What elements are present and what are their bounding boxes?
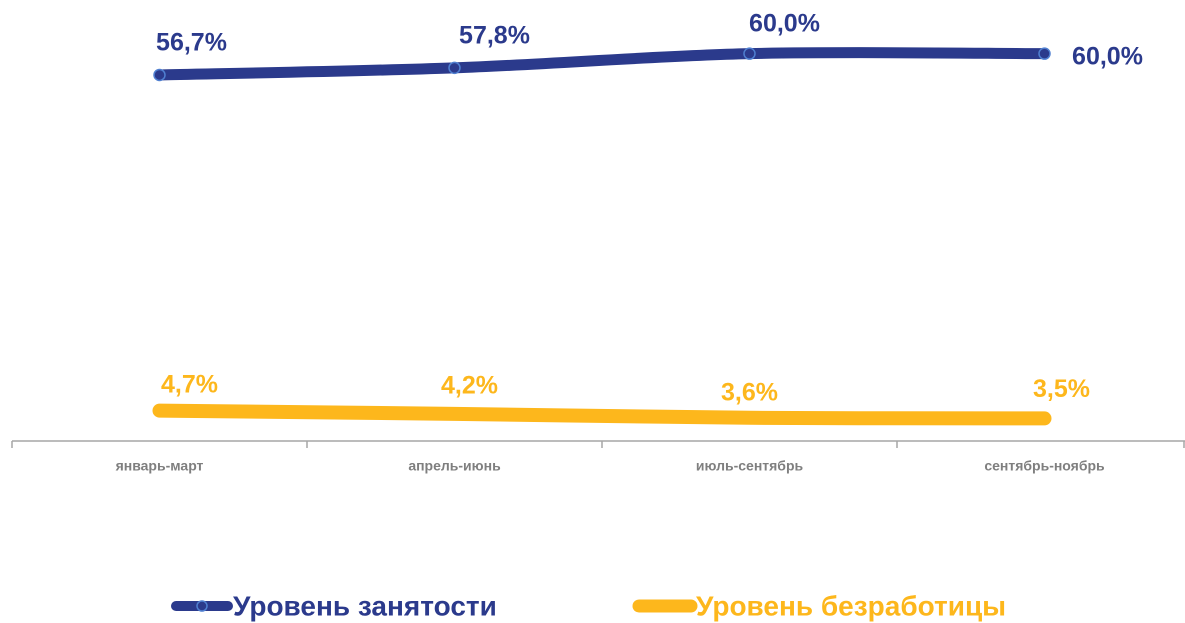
data-label: 4,7% [161, 370, 218, 398]
data-label: 60,0% [1072, 42, 1143, 70]
legend-label: Уровень занятости [233, 590, 497, 621]
x-tick-label: апрель-июнь [408, 458, 501, 474]
marker [1038, 47, 1051, 60]
data-label: 3,6% [721, 378, 778, 406]
data-label: 4,2% [441, 371, 498, 399]
data-label: 57,8% [459, 21, 530, 49]
data-label: 3,5% [1033, 375, 1090, 403]
line [152, 403, 1052, 426]
line [154, 47, 1050, 81]
x-tick-label: сентябрь-ноябрь [984, 458, 1105, 474]
marker [743, 47, 756, 60]
data-label: 56,7% [156, 29, 227, 57]
marker [448, 61, 461, 75]
data-label: 60,0% [749, 9, 820, 37]
x-tick-label: январь-март [116, 458, 204, 474]
x-tick-label: июль-сентябрь [696, 458, 804, 474]
legend-marker [196, 600, 208, 612]
marker [153, 68, 166, 82]
legend-label: Уровень безработицы [696, 590, 1006, 621]
